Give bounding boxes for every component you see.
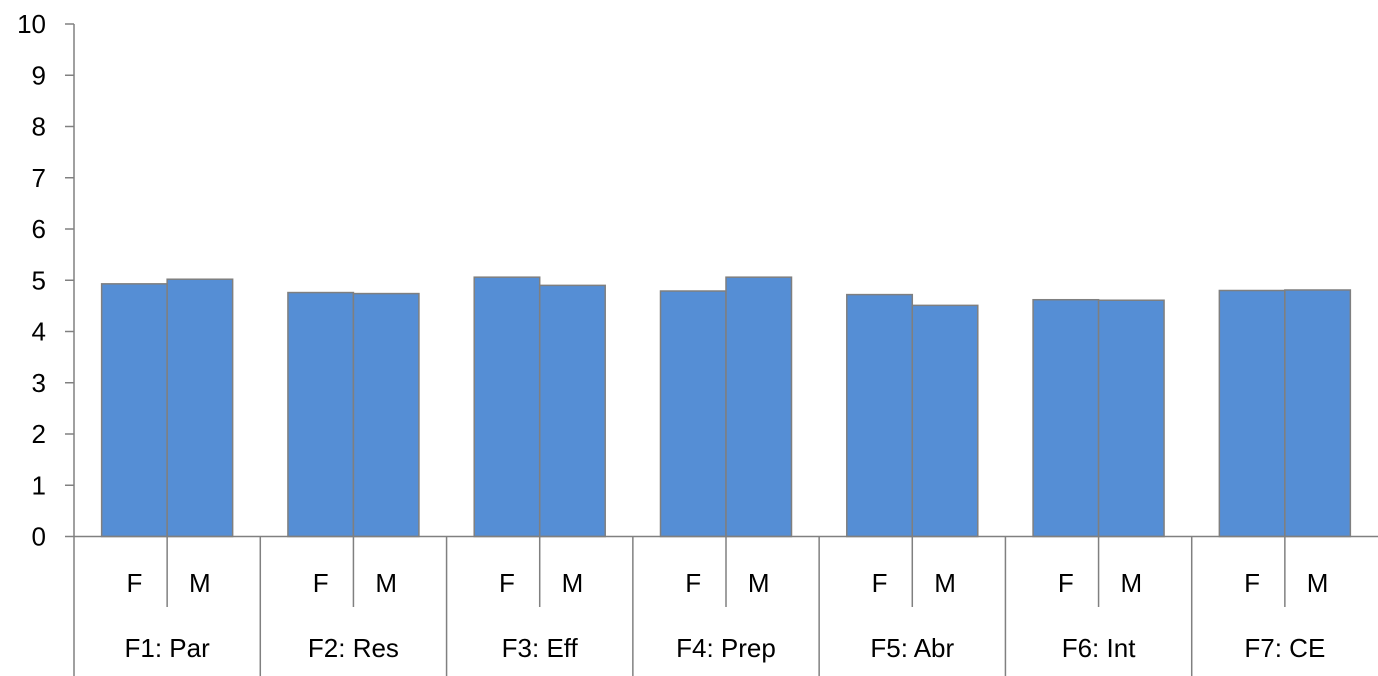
bar-f5-f [846,293,914,538]
bar-f3-m [538,284,606,538]
x-group-label: F6: Int [1062,633,1136,663]
x-group-label: F4: Prep [676,633,776,663]
x-category-label: F [872,568,888,598]
x-category-label: M [562,568,584,598]
bar-f4-m [725,276,793,538]
x-category-label: M [934,568,956,598]
x-category-label: F [126,568,142,598]
bars [100,276,1352,538]
bar-f7-m [1284,289,1352,538]
bar-f3-f [473,276,541,538]
y-tick-label: 4 [32,317,46,347]
bar-f4-f [659,290,727,538]
bar-f1-m [166,278,234,538]
x-category-label: M [189,568,211,598]
x-category-label: M [748,568,770,598]
y-tick-label: 7 [32,163,46,193]
y-tick-label: 0 [32,522,46,552]
x-category-label: M [1120,568,1142,598]
y-tick-label: 9 [32,60,46,90]
bar-f2-m [352,292,420,538]
x-category-label: M [375,568,397,598]
x-category-label: F [313,568,329,598]
x-group-label: F3: Eff [502,633,579,663]
bar-f6-f [1032,298,1100,538]
y-tick-label: 8 [32,112,46,142]
x-category-label: F [1058,568,1074,598]
x-category-label: F [685,568,701,598]
x-group-label: F7: CE [1244,633,1325,663]
x-category-label: F [1244,568,1260,598]
x-category-label: F [499,568,515,598]
y-tick-label: 3 [32,368,46,398]
bar-f2-f [287,291,355,538]
y-tick-label: 5 [32,265,46,295]
y-tick-label: 10 [17,9,46,39]
bar-f5-m [911,304,979,538]
x-group-label: F2: Res [308,633,399,663]
bar-f1-f [100,283,168,538]
y-axis [65,23,75,538]
bar-f7-f [1218,289,1286,538]
bar-f6-m [1097,299,1165,538]
y-tick-label: 2 [32,419,46,449]
y-axis-tick-labels: 0 1 2 3 4 5 6 7 8 9 10 [17,9,46,552]
x-group-label: F1: Par [125,633,211,663]
x-axis [73,535,1378,676]
y-tick-label: 6 [32,214,46,244]
x-category-label: M [1307,568,1329,598]
x-axis-group-labels: F1: Par F2: Res F3: Eff F4: Prep F5: Abr F6: … [125,633,1326,663]
y-tick-label: 1 [32,470,46,500]
x-group-label: F5: Abr [870,633,954,663]
